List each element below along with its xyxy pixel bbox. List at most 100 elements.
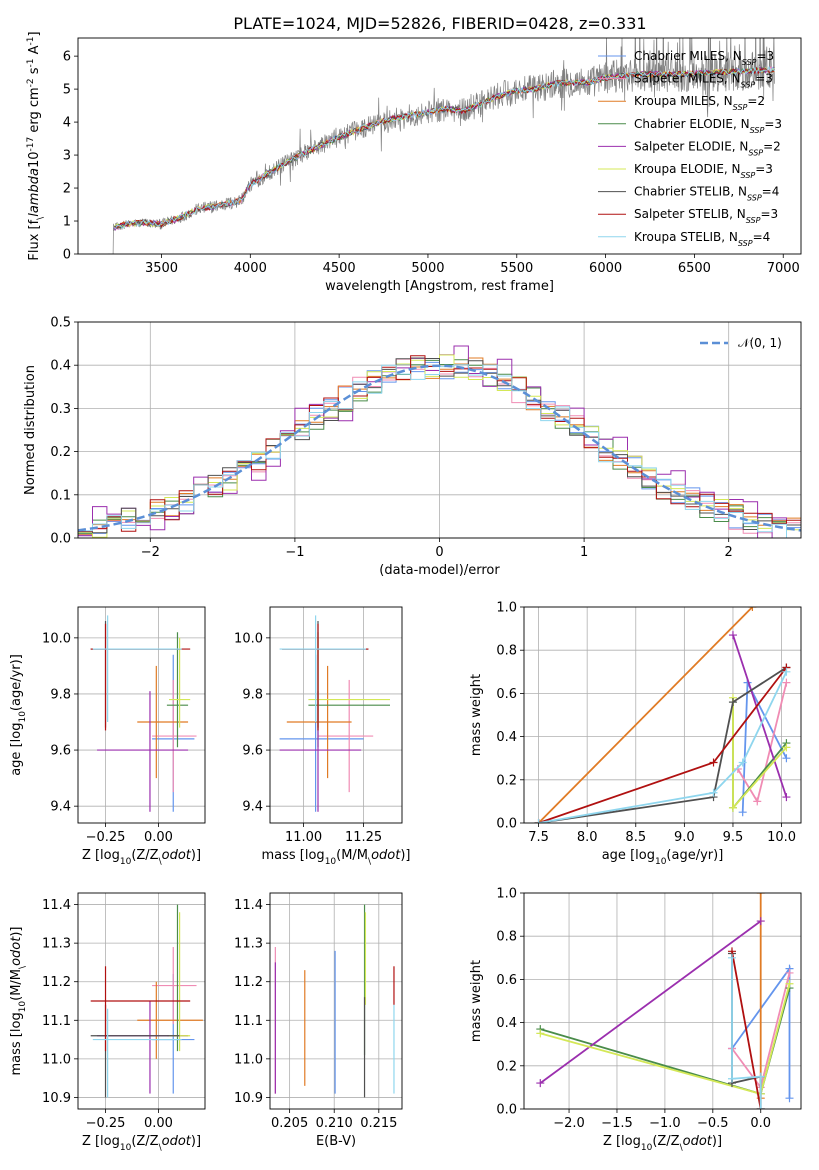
plus-marker	[785, 1094, 794, 1103]
y-tick-label: 0.1	[50, 488, 71, 503]
plus-marker	[728, 698, 737, 707]
x-tick-label: −0.25	[86, 830, 126, 845]
axes-Z_vs_mass: −0.25 0.00 10.9 11.0 11.1 11.2 11.3 11.4 Z [log1…	[9, 892, 206, 1153]
x-tick-label: 6500	[678, 261, 711, 276]
axes-frame	[523, 892, 802, 1110]
y-tick-label: 11.0	[234, 1052, 263, 1067]
plot-area	[534, 607, 791, 823]
y-tick-label: 6	[63, 50, 71, 65]
y-tick-label: 11.2	[42, 975, 71, 990]
x-axis-label: mass [log10​(M/M\​odot)]	[261, 848, 410, 867]
x-axis-label: Z [log10​(Z/Z\​odot)]	[82, 848, 201, 867]
y-tick-label: 0.5	[50, 316, 71, 331]
gaussian-curve	[78, 364, 801, 532]
y-tick-label: 10.0	[234, 631, 263, 646]
y-tick-label: 9.6	[242, 744, 263, 759]
x-tick-label: 8.5	[625, 830, 646, 845]
x-tick-label: −2.0	[553, 1116, 585, 1131]
y-tick-label: 11.1	[234, 1014, 263, 1029]
model-spectrum	[113, 65, 775, 230]
x-tick-label: 6000	[589, 261, 622, 276]
x-tick-label: 5500	[500, 261, 533, 276]
plus-marker	[536, 1029, 545, 1038]
legend-label: Salpeter ELODIE, NSSP=2	[634, 139, 781, 157]
x-tick-label: 0.210	[316, 1116, 353, 1131]
y-tick-label: 0.0	[496, 817, 517, 832]
plus-marker	[728, 631, 737, 640]
y-tick-label: 5	[63, 83, 71, 98]
y-tick-label: 1.0	[496, 887, 517, 902]
x-tick-label: 5000	[411, 261, 444, 276]
y-tick-label: 0.2	[496, 773, 517, 788]
plot-area	[108, 38, 775, 254]
plus-marker	[738, 808, 747, 817]
y-tick-label: 9.6	[50, 744, 71, 759]
x-tick-label: 10.0	[767, 830, 796, 845]
weight-line	[731, 957, 762, 1109]
plus-marker	[756, 917, 765, 926]
axes-Z_vs_age: −0.25 0.00 9.4 9.6 9.8 10.0 Z [log10​(Z/Z\​odo…	[9, 606, 206, 867]
axes-frame	[269, 606, 403, 824]
x-tick-label: 4500	[323, 261, 356, 276]
y-tick-label: 9.4	[50, 800, 71, 815]
y-tick-label: 0.2	[50, 445, 71, 460]
x-tick-label: 1	[580, 545, 588, 560]
axes-frame	[77, 892, 206, 1110]
legend-label: Kroupa STELIB, NSSP=4	[634, 230, 770, 248]
x-tick-label: 2	[725, 545, 733, 560]
x-tick-label: −2	[141, 545, 160, 560]
y-tick-label: 0.2	[496, 1059, 517, 1074]
axes-spectrum: 3500 4000 4500 5000 5500 6000 6500 7000 0 1 2 3 4 5 6 w…	[26, 31, 802, 294]
x-tick-label: 0	[435, 545, 443, 560]
x-tick-label: 4000	[234, 261, 267, 276]
y-axis-label: age [log10​(age/yr)]	[9, 654, 28, 776]
plot-area	[78, 345, 801, 538]
plot-area	[90, 615, 197, 812]
x-tick-label: 0.00	[144, 1116, 173, 1131]
legend-label: Kroupa ELODIE, NSSP=3	[634, 162, 773, 180]
y-tick-label: 11.1	[42, 1014, 71, 1029]
figure-title: PLATE=1024, MJD=52826, FIBERID=0428, z=0…	[233, 14, 646, 33]
legend-label: Chabrier MILES, NSSP=3	[634, 49, 774, 67]
y-axis-label: Flux [f\​lambda10-17​ erg cm-2​ s-1​ A-1…	[26, 31, 46, 260]
x-tick-label: −1.5	[601, 1116, 633, 1131]
weight-line	[538, 671, 788, 823]
plus-marker	[756, 1072, 765, 1081]
y-tick-label: 9.8	[242, 687, 263, 702]
y-tick-label: 0.4	[496, 730, 517, 745]
y-tick-label: 3	[63, 149, 71, 164]
y-tick-label: 4	[63, 116, 71, 131]
plus-marker	[785, 968, 794, 977]
y-tick-label: 11.0	[42, 1052, 71, 1067]
plus-marker	[534, 819, 543, 823]
x-tick-label: 9.5	[723, 830, 744, 845]
y-axis-label: mass [log10​(M/M\​odot)]	[9, 926, 28, 1075]
x-tick-label: 11.25	[345, 830, 382, 845]
y-tick-label: 0.6	[496, 687, 517, 702]
plus-marker	[782, 754, 791, 763]
axes-age_vs_weight: 7.5 8.0 8.5 9.0 9.5 10.0 0.0 0.2 0.4 0.6 0.8 1.0 age…	[469, 601, 802, 867]
y-tick-label: 0.8	[496, 644, 517, 659]
y-tick-label: 10.9	[234, 1091, 263, 1106]
legend-label: Salpeter STELIB, NSSP=3	[634, 207, 778, 225]
axes-frame	[269, 892, 403, 1110]
y-tick-label: 0.8	[496, 930, 517, 945]
axes-frame	[523, 606, 802, 824]
x-axis-label: Z [log10​(Z/Z\​odot)]	[82, 1134, 201, 1153]
y-tick-label: 1	[63, 215, 71, 230]
y-tick-label: 0.4	[496, 1016, 517, 1031]
y-tick-label: 11.3	[234, 937, 263, 952]
axes-frame	[77, 606, 206, 824]
y-axis-label: mass weight	[469, 960, 484, 1042]
x-tick-label: −0.5	[697, 1116, 729, 1131]
plus-marker	[727, 953, 736, 962]
plus-marker	[782, 667, 791, 676]
axes-frame	[77, 37, 802, 255]
plus-marker	[728, 803, 737, 812]
x-tick-label: 7000	[767, 261, 800, 276]
y-tick-label: 11.2	[234, 975, 263, 990]
axes-mass_vs_age: 11.00 11.25 9.4 9.6 9.8 10.0 mass [log10​(M/M\…	[234, 606, 411, 867]
plus-marker	[738, 758, 747, 767]
y-tick-label: 11.4	[42, 898, 71, 913]
x-axis-label: wavelength [Angstrom, rest frame]	[325, 279, 554, 294]
